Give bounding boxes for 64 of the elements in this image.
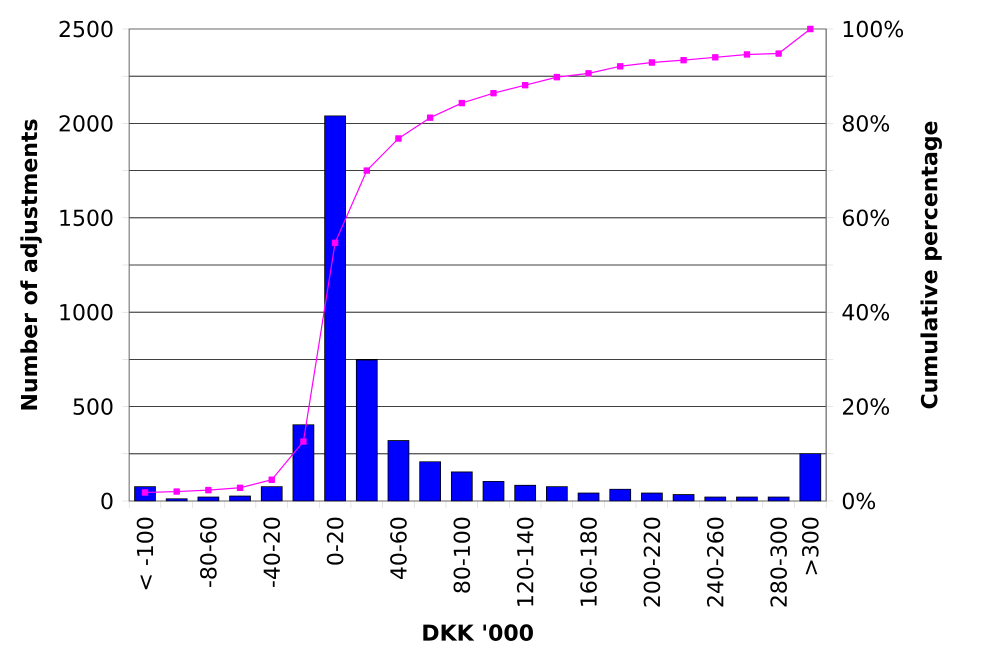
x-tick-label: >300 <box>802 518 819 574</box>
x-tick-label: 0-20 <box>326 518 344 565</box>
point <box>680 56 687 64</box>
bar <box>768 496 790 502</box>
bar <box>704 496 726 502</box>
y-tick-label: 2500 <box>60 20 112 38</box>
bar <box>260 486 283 502</box>
point <box>554 74 560 80</box>
point <box>173 488 180 495</box>
bar <box>609 488 632 502</box>
y-tick-label: 0 <box>101 492 112 510</box>
y2-axis-title: Cumulative percentage <box>920 122 942 408</box>
y-tick-label: 2000 <box>60 115 112 132</box>
point <box>364 167 370 174</box>
bar <box>450 472 473 502</box>
point <box>300 438 307 445</box>
x-tick-label: 240-260 <box>706 518 724 606</box>
point <box>712 54 718 61</box>
y-axis-title: Number of adjustments <box>20 120 42 410</box>
bar <box>641 492 663 502</box>
point <box>522 82 528 88</box>
bar <box>482 480 504 502</box>
x-tick-label: 120-140 <box>516 518 534 606</box>
point <box>458 100 466 106</box>
point <box>490 90 497 96</box>
x-tick-label: 160-180 <box>580 518 597 606</box>
bar <box>514 484 536 502</box>
y2-tick-label: 100% <box>844 20 904 38</box>
point <box>268 476 275 483</box>
x-tick-label: 280-300 <box>770 518 787 606</box>
x-axis-title: DKK '000 <box>423 624 533 641</box>
y-tick-label: 1000 <box>60 304 112 321</box>
x-tick-label: -80-60 <box>200 518 217 587</box>
bar <box>166 498 188 502</box>
point <box>205 486 212 494</box>
bar <box>419 461 441 502</box>
bar <box>578 492 600 502</box>
x-tick-label: 80-100 <box>454 518 470 593</box>
y-tick-label: 1500 <box>60 209 112 226</box>
y2-tick-label: 60% <box>842 209 890 226</box>
x-tick-label: 40-60 <box>390 518 407 580</box>
point <box>775 50 782 57</box>
bar <box>672 494 694 502</box>
point <box>236 484 244 491</box>
bar <box>546 486 568 502</box>
x-tick-label: < -100 <box>136 518 154 590</box>
point <box>332 240 338 246</box>
y2-tick-label: 80% <box>842 115 890 132</box>
point <box>395 135 402 142</box>
point <box>807 26 814 32</box>
point <box>585 70 592 77</box>
point <box>426 114 434 121</box>
y2-tick-label: 40% <box>842 304 890 321</box>
y2-tick-label: 0% <box>842 492 876 510</box>
y2-tick-label: 20% <box>842 398 890 415</box>
y-tick-label: 500 <box>74 398 112 415</box>
point <box>744 51 750 58</box>
point <box>617 63 624 70</box>
bar <box>736 496 758 502</box>
point <box>648 59 656 66</box>
bar <box>198 496 220 502</box>
x-tick-label: -40-20 <box>263 518 280 587</box>
x-tick-label: 200-220 <box>644 518 660 606</box>
bar <box>229 496 251 502</box>
